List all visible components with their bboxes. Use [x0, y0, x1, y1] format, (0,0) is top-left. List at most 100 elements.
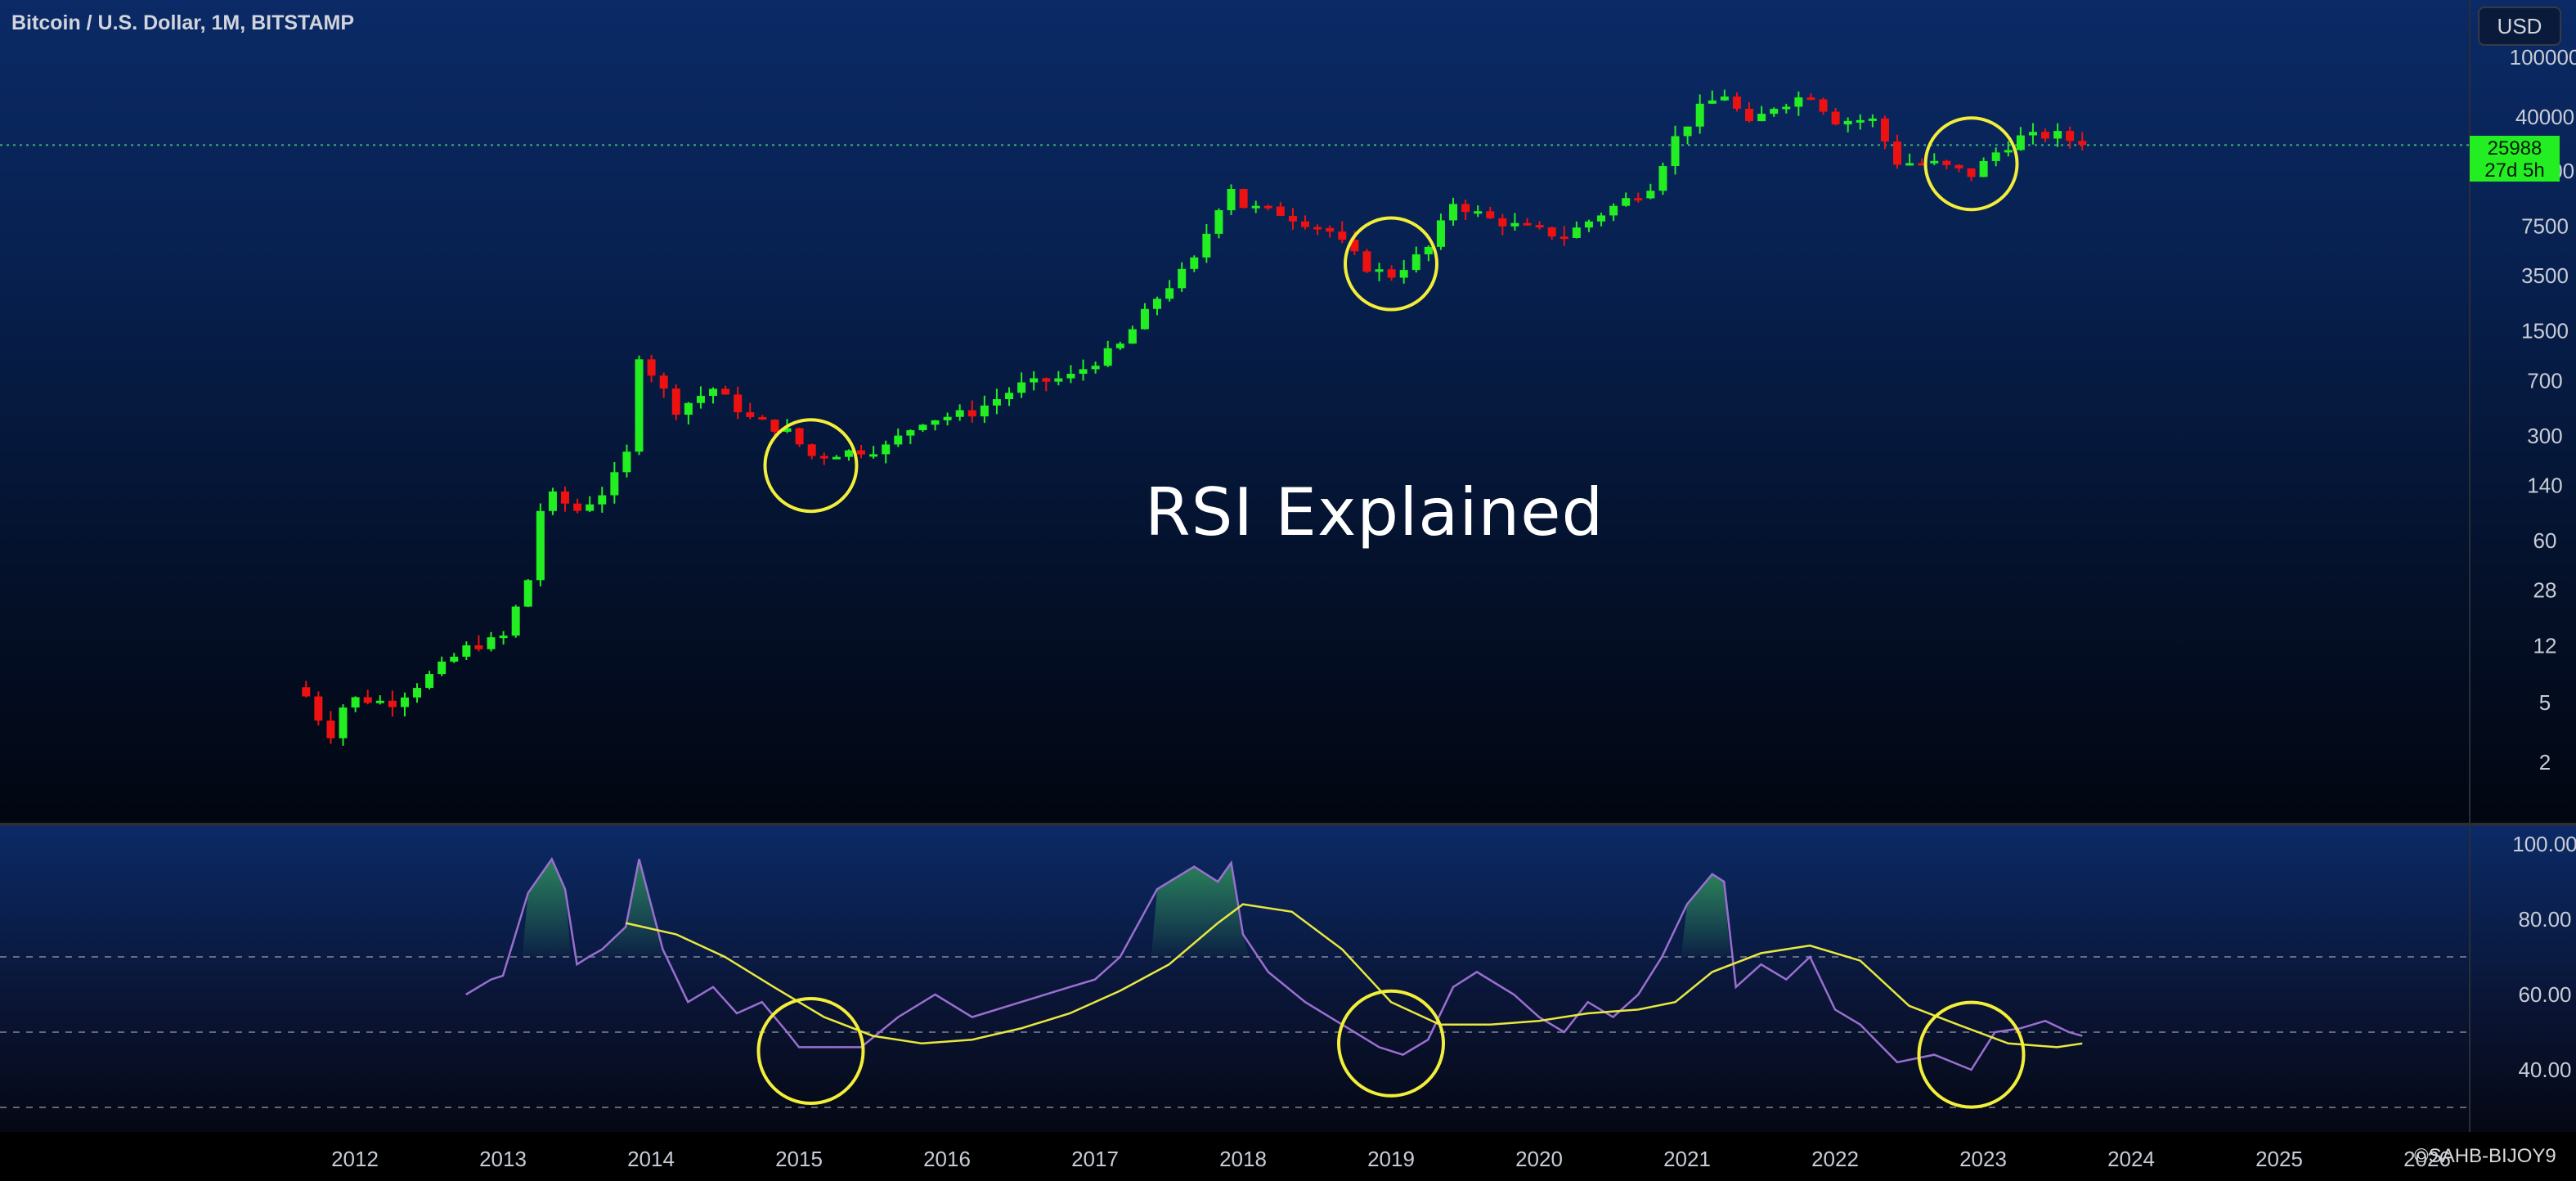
- candle-up: [375, 700, 384, 703]
- candle-down: [1326, 227, 1335, 232]
- candle-up: [1190, 257, 1199, 269]
- candle-down: [1276, 206, 1285, 216]
- candle-up: [709, 388, 718, 397]
- candle-up: [1671, 136, 1680, 167]
- candle-up: [1695, 103, 1704, 127]
- candle-up: [548, 491, 557, 511]
- candle-down: [807, 444, 816, 456]
- candle-up: [931, 420, 940, 425]
- candle-down: [1498, 218, 1507, 227]
- candle-down: [1893, 141, 1902, 165]
- price-axis-tick-label: 7500: [2521, 213, 2569, 238]
- time-axis-tick-label: 2018: [1219, 1147, 1267, 1171]
- rsi-highlight-circle: [1337, 989, 1445, 1098]
- rsi-axis-tick-label: 80.00: [2518, 907, 2571, 932]
- candle-up: [1510, 222, 1519, 227]
- candle-down: [1486, 211, 1495, 218]
- time-axis-tick-label: 2019: [1367, 1147, 1415, 1171]
- candle-down: [2041, 132, 2050, 139]
- candle-up: [413, 688, 422, 698]
- candle-up: [1165, 288, 1174, 299]
- candle-down: [1535, 225, 1544, 228]
- candle-down: [1547, 227, 1556, 237]
- candle-up: [2053, 131, 2062, 139]
- candle-up: [1103, 348, 1112, 366]
- candle-down: [734, 394, 743, 413]
- candle-down: [1967, 168, 1976, 177]
- candle-up: [1843, 120, 1852, 125]
- candle-up: [2016, 135, 2025, 150]
- candle-down: [573, 503, 582, 511]
- price-axis-tick-label: 12: [2533, 633, 2557, 658]
- candle-down: [819, 456, 828, 459]
- candle-up: [1091, 366, 1100, 370]
- candle-up: [1905, 163, 1914, 166]
- rsi-overbought-fill: [1681, 873, 1730, 957]
- price-axis-tick-label: 700: [2527, 368, 2562, 393]
- time-axis-tick-label: 2023: [1959, 1147, 2007, 1171]
- candle-up: [1622, 198, 1631, 206]
- rsi-highlight-circle: [1917, 1000, 2026, 1109]
- time-axis-tick-label: 2026: [2403, 1147, 2451, 1171]
- candle-up: [1991, 152, 2000, 161]
- rsi-overbought-fill: [1151, 863, 1250, 957]
- candle-down: [2078, 141, 2087, 146]
- candle-down: [721, 388, 730, 395]
- rsi-axis-tick-label: 60.00: [2518, 982, 2571, 1007]
- candle-up: [1436, 220, 1445, 247]
- candle-up: [918, 424, 927, 431]
- candle-up: [1757, 114, 1766, 122]
- candle-down: [1362, 251, 1371, 272]
- currency-button[interactable]: USD: [2478, 7, 2561, 46]
- price-axis-tick-label: 1500: [2521, 319, 2569, 344]
- candle-down: [1942, 160, 1951, 165]
- rsi-pane-background: [0, 826, 2576, 1132]
- candle-down: [363, 697, 372, 703]
- candle-up: [992, 399, 1001, 406]
- candle-up: [511, 606, 520, 636]
- price-axis-tick-label: 3500: [2521, 263, 2569, 288]
- candle-down: [1288, 215, 1297, 222]
- candle-up: [1708, 100, 1717, 104]
- candle-down: [659, 375, 668, 389]
- candle-down: [302, 687, 311, 697]
- price-axis-tick-label: 100000: [2510, 45, 2576, 70]
- price-axis-tick-label: 60: [2533, 528, 2557, 553]
- candle-down: [1732, 97, 1741, 109]
- candle-up: [487, 637, 496, 649]
- time-axis-tick-label: 2013: [479, 1147, 527, 1171]
- candle-down: [1042, 378, 1051, 382]
- candle-down: [388, 700, 397, 707]
- candle-up: [1449, 204, 1458, 221]
- price-highlight-circle: [1923, 116, 2019, 212]
- candle-up: [1375, 269, 1384, 272]
- price-axis-tick-label: 28: [2533, 578, 2557, 603]
- time-axis-tick-label: 2012: [331, 1147, 379, 1171]
- price-axis-tick-label: 300: [2527, 424, 2562, 448]
- candle-up: [1066, 373, 1075, 379]
- candle-up: [1202, 233, 1211, 258]
- last-price-tag: 25988 27d 5h: [2470, 136, 2560, 182]
- candle-down: [671, 388, 680, 415]
- candle-down: [1313, 227, 1322, 230]
- candle-up: [1178, 268, 1187, 289]
- candle-up: [598, 495, 607, 505]
- bar-countdown: 27d 5h: [2484, 159, 2545, 182]
- candle-up: [684, 402, 693, 415]
- rsi-overbought-fill: [596, 859, 669, 957]
- candle-up: [1474, 211, 1483, 214]
- candle-up: [1683, 126, 1692, 137]
- candle-up: [622, 451, 631, 473]
- rsi-line: [465, 856, 2083, 1071]
- candle-down: [1461, 204, 1470, 213]
- candle-down: [1387, 269, 1396, 278]
- candle-up: [1646, 191, 1655, 199]
- candle-up: [1005, 393, 1014, 400]
- candle-down: [314, 696, 323, 721]
- time-axis-tick-label: 2022: [1811, 1147, 1859, 1171]
- price-highlight-circle: [1344, 216, 1438, 312]
- candle-up: [1572, 227, 1581, 238]
- candle-down: [474, 645, 483, 649]
